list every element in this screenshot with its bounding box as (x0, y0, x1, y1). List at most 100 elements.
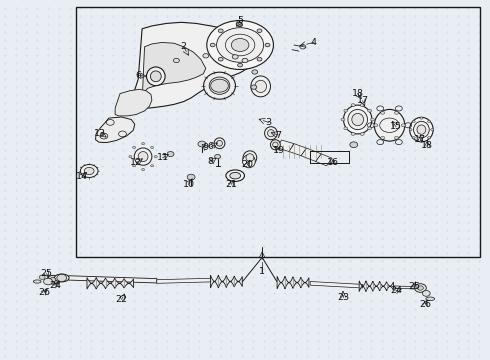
Ellipse shape (410, 117, 433, 142)
Circle shape (198, 141, 206, 147)
Circle shape (129, 156, 132, 158)
Circle shape (217, 28, 264, 62)
Ellipse shape (414, 121, 429, 138)
Circle shape (360, 104, 364, 107)
Circle shape (257, 58, 262, 61)
Text: 18: 18 (421, 141, 433, 150)
Ellipse shape (417, 125, 426, 134)
Text: 4: 4 (311, 38, 317, 47)
Circle shape (252, 70, 258, 74)
Circle shape (167, 152, 174, 157)
Circle shape (344, 127, 348, 130)
Circle shape (257, 29, 262, 32)
Circle shape (238, 23, 243, 27)
Circle shape (422, 291, 430, 296)
Circle shape (133, 147, 136, 149)
Polygon shape (157, 278, 211, 283)
Circle shape (207, 21, 273, 69)
Circle shape (231, 39, 249, 51)
Circle shape (80, 165, 98, 177)
Polygon shape (69, 276, 157, 283)
Text: 3: 3 (266, 118, 271, 127)
Ellipse shape (214, 138, 225, 149)
Bar (76, 7, 480, 257)
Ellipse shape (348, 109, 368, 130)
Polygon shape (301, 148, 321, 162)
Circle shape (381, 111, 385, 114)
Circle shape (370, 118, 374, 121)
Ellipse shape (150, 71, 161, 82)
Polygon shape (115, 89, 152, 116)
Text: 1: 1 (259, 267, 265, 276)
Circle shape (417, 286, 423, 290)
Text: 15: 15 (390, 122, 402, 131)
Circle shape (47, 275, 59, 284)
Circle shape (420, 140, 423, 142)
Circle shape (412, 120, 415, 122)
Text: 17: 17 (415, 135, 426, 144)
Text: 7: 7 (275, 130, 281, 139)
Circle shape (415, 284, 426, 292)
Text: 16: 16 (327, 158, 339, 167)
Ellipse shape (268, 130, 274, 137)
Circle shape (238, 63, 243, 67)
Ellipse shape (265, 127, 277, 140)
Text: 24: 24 (49, 281, 61, 289)
Text: 22: 22 (116, 295, 127, 304)
Ellipse shape (426, 297, 435, 301)
Circle shape (350, 142, 358, 148)
Ellipse shape (270, 140, 280, 150)
Ellipse shape (230, 172, 241, 179)
Polygon shape (394, 286, 416, 289)
Text: 13: 13 (95, 129, 106, 138)
Circle shape (420, 117, 423, 119)
Text: 19: 19 (273, 146, 285, 155)
Circle shape (142, 168, 145, 171)
Ellipse shape (204, 72, 236, 99)
Polygon shape (277, 140, 294, 152)
Circle shape (242, 58, 248, 63)
Text: 17: 17 (357, 96, 368, 105)
Circle shape (236, 22, 242, 26)
Ellipse shape (255, 80, 267, 93)
Circle shape (57, 274, 67, 282)
Circle shape (341, 118, 345, 121)
Ellipse shape (226, 170, 245, 181)
Circle shape (428, 137, 431, 139)
Polygon shape (359, 281, 393, 292)
Text: 2: 2 (181, 42, 187, 51)
Circle shape (154, 156, 157, 158)
Ellipse shape (33, 280, 41, 283)
Ellipse shape (374, 109, 405, 141)
Circle shape (84, 167, 94, 175)
Polygon shape (132, 22, 264, 108)
Circle shape (50, 278, 56, 282)
Circle shape (218, 29, 223, 32)
Polygon shape (87, 278, 133, 289)
Circle shape (381, 136, 385, 139)
Text: 23: 23 (337, 292, 349, 302)
Circle shape (374, 124, 378, 127)
Ellipse shape (217, 140, 222, 146)
Text: 26: 26 (38, 288, 50, 297)
Circle shape (401, 124, 405, 127)
Polygon shape (96, 117, 135, 143)
Circle shape (394, 111, 398, 114)
Text: 12: 12 (130, 158, 142, 167)
Text: 14: 14 (76, 172, 88, 181)
Circle shape (394, 136, 398, 139)
Ellipse shape (251, 76, 270, 97)
Polygon shape (310, 282, 363, 288)
Circle shape (232, 55, 238, 59)
Text: 25: 25 (408, 282, 420, 291)
Circle shape (39, 275, 45, 279)
Circle shape (351, 132, 355, 135)
Polygon shape (277, 276, 309, 289)
Polygon shape (289, 144, 306, 156)
Ellipse shape (243, 155, 255, 168)
Circle shape (360, 132, 364, 135)
Text: 18: 18 (352, 89, 364, 98)
Circle shape (265, 43, 270, 47)
Circle shape (150, 147, 153, 149)
Text: 5: 5 (237, 16, 243, 25)
